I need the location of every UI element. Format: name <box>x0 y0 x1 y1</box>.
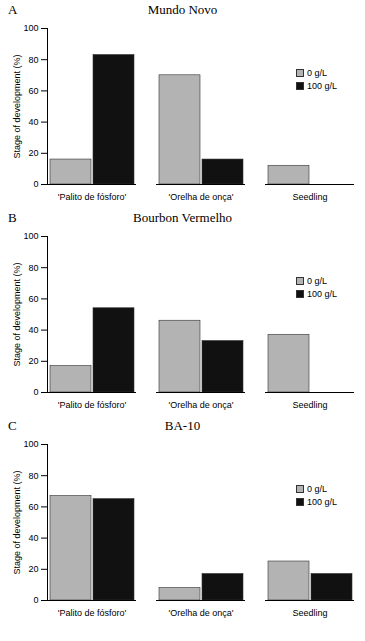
html-text:B: B <box>8 210 17 225</box>
svg-text:'Orelha de onça': 'Orelha de onça' <box>169 400 234 410</box>
html-text:0 g/L: 0 g/L <box>307 68 327 78</box>
svg-text:80: 80 <box>28 55 38 65</box>
svg-text:100: 100 <box>23 439 38 449</box>
svg-text:80: 80 <box>28 471 38 481</box>
svg-text:Seedling: Seedling <box>292 608 327 618</box>
html-text:100 g/L: 100 g/L <box>307 497 337 507</box>
html-text:100 g/L: 100 g/L <box>307 81 337 91</box>
svg-text:'Palito de fósforo': 'Palito de fósforo' <box>58 192 127 202</box>
svg-text:'Orelha de onça': 'Orelha de onça' <box>169 608 234 618</box>
html-text:0 g/L: 0 g/L <box>307 276 327 286</box>
html-text:100 g/L: 100 g/L <box>307 289 337 299</box>
html-text:Mundo Novo: Mundo Novo <box>147 2 218 17</box>
svg-text:20: 20 <box>28 148 38 158</box>
html-text:BA-10: BA-10 <box>164 418 201 433</box>
svg-text:40: 40 <box>28 533 38 543</box>
svg-text:Stage of development (%): Stage of development (%) <box>12 470 22 574</box>
svg-text:Seedling: Seedling <box>292 400 327 410</box>
svg-text:100: 100 <box>23 231 38 241</box>
svg-text:60: 60 <box>28 502 38 512</box>
svg-text:0: 0 <box>33 387 38 397</box>
svg-text:Seedling: Seedling <box>292 192 327 202</box>
svg-text:60: 60 <box>28 86 38 96</box>
svg-text:'Orelha de onça': 'Orelha de onça' <box>169 192 234 202</box>
svg-text:20: 20 <box>28 356 38 366</box>
svg-text:0: 0 <box>33 179 38 189</box>
svg-text:80: 80 <box>28 263 38 273</box>
svg-text:20: 20 <box>28 564 38 574</box>
html-text:Bourbon Vermelho: Bourbon Vermelho <box>133 210 232 225</box>
html-text:C: C <box>8 418 17 433</box>
svg-text:'Palito de fósforo': 'Palito de fósforo' <box>58 400 127 410</box>
svg-text:Stage of development (%): Stage of development (%) <box>12 262 22 366</box>
svg-text:60: 60 <box>28 294 38 304</box>
html-text:A: A <box>8 2 18 17</box>
svg-text:'Palito de fósforo': 'Palito de fósforo' <box>58 608 127 618</box>
svg-text:Stage of development (%): Stage of development (%) <box>12 54 22 158</box>
svg-text:100: 100 <box>23 23 38 33</box>
svg-text:0: 0 <box>33 595 38 605</box>
svg-text:40: 40 <box>28 117 38 127</box>
html-text:0 g/L: 0 g/L <box>307 484 327 494</box>
svg-text:40: 40 <box>28 325 38 335</box>
